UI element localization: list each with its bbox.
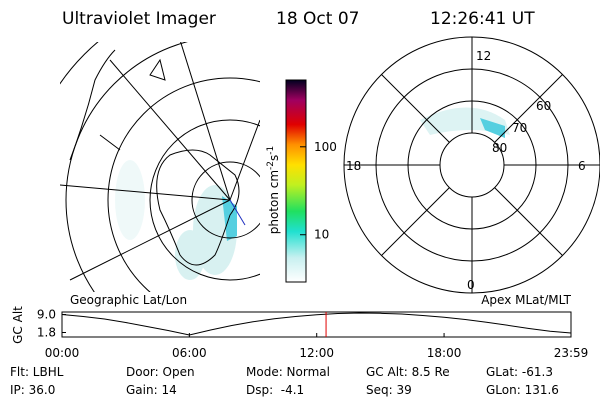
y-axis-label: GC Alt (11, 306, 25, 344)
polar-map: 12 6 0 18 60 70 80 (343, 36, 600, 294)
date: 18 Oct 07 (276, 9, 359, 29)
mlat-label: 70 (512, 121, 527, 135)
polar-label: Apex MLat/MLT (481, 293, 571, 307)
mlt-label: 0 (467, 278, 475, 292)
time: 12:26:41 UT (430, 9, 535, 29)
altitude-line (61, 312, 572, 336)
geo-label: Geographic Lat/Lon (70, 293, 187, 307)
info-field: Flt: LBHL (10, 365, 64, 379)
mlat-label: 60 (536, 99, 551, 113)
mlt-label: 6 (578, 159, 586, 173)
mlat-label: 80 (492, 141, 507, 155)
label-part: photon cm (267, 170, 281, 234)
label-part: s (267, 155, 281, 161)
mlt-label: 12 (476, 49, 491, 63)
info-field: Dsp: -4.1 (246, 383, 304, 397)
y-tick-label: 9.0 (37, 308, 56, 322)
info-field: Mode: Normal (246, 365, 330, 379)
x-tick-label: 00:00 (45, 346, 80, 360)
info-field: Door: Open (126, 365, 195, 379)
info-field: GC Alt: 8.5 Re (366, 365, 450, 379)
title: Ultraviolet Imager (62, 9, 216, 29)
colorbar-label: photon cm-2s-1 (266, 146, 281, 235)
geo-map (60, 42, 260, 292)
colorbar (285, 79, 307, 283)
colorbar-tick-label: 100 (314, 140, 337, 154)
info-field: Seq: 39 (366, 383, 412, 397)
info-field: Gain: 14 (126, 383, 177, 397)
x-tick-label: 06:00 (172, 346, 207, 360)
x-tick-label: 23:59 (554, 346, 589, 360)
label-part: -1 (266, 146, 276, 155)
mlt-label: 18 (346, 159, 361, 173)
info-field: GLat: -61.3 (486, 365, 553, 379)
y-tick-label: 1.8 (37, 326, 56, 340)
colorbar-tick-label: 10 (314, 228, 329, 242)
x-tick-label: 18:00 (427, 346, 462, 360)
x-tick-label: 12:00 (299, 346, 334, 360)
info-field: GLon: 131.6 (486, 383, 559, 397)
info-field: IP: 36.0 (10, 383, 55, 397)
label-part: -2 (266, 161, 276, 170)
